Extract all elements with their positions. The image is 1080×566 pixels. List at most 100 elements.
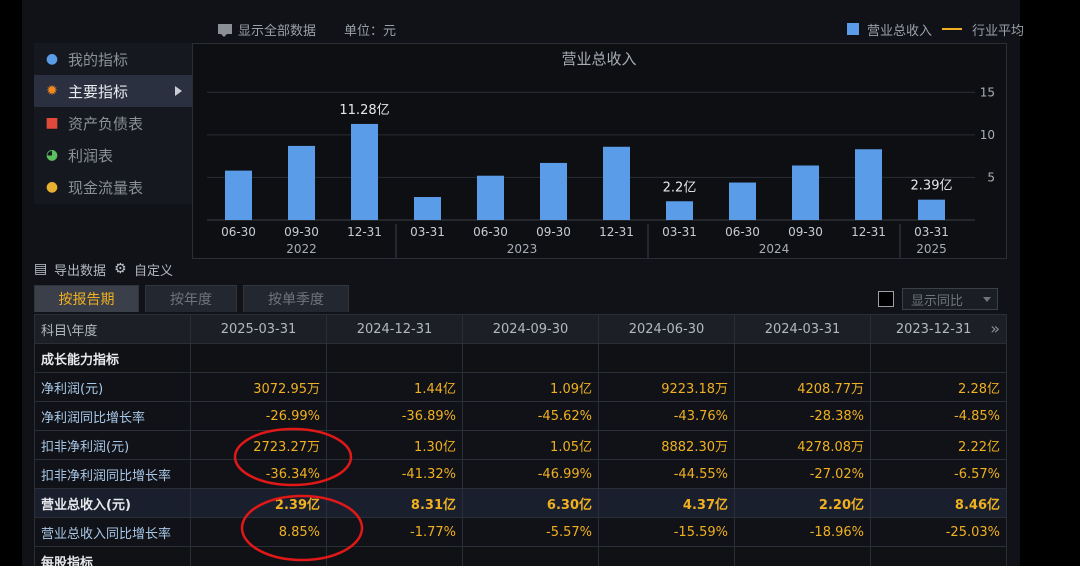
row-label: 净利润(元) [34, 372, 191, 402]
legend-avg-line [941, 28, 962, 30]
menu-item-label: 资产负债表 [68, 114, 144, 133]
table-row[interactable]: 成长能力指标 [34, 343, 1007, 373]
value-cell [734, 546, 871, 566]
row-label: 扣非净利润(元) [34, 430, 191, 460]
bar [666, 201, 693, 220]
value-cell: -18.96% [734, 517, 871, 547]
x-tick-label: 12-31 [599, 225, 634, 239]
value-cell: 1.30亿 [326, 430, 463, 460]
tab-by-year[interactable]: 按年度 [145, 285, 237, 312]
gear-icon: ⚙ [114, 261, 127, 277]
value-cell [326, 343, 463, 373]
value-cell: 2.20亿 [734, 488, 871, 518]
export-row: ▤ 导出数据 ⚙ 自定义 [34, 258, 181, 280]
value-cell [326, 546, 463, 566]
table-row[interactable]: 净利润同比增长率 -26.99% -36.89% -45.62% -43.76% -28.… [34, 401, 1007, 431]
indicator-table: 科目\年度 2025-03-31 2024-12-31 2024-09-30 2024-… [34, 314, 1007, 566]
bar [603, 146, 630, 220]
header-label-cell: 科目\年度 [34, 314, 191, 344]
export-data-button[interactable]: ▤ 导出数据 [34, 260, 106, 279]
pie-icon: ◕ [45, 147, 59, 163]
menu-item-my-indicators[interactable]: ● 我的指标 [34, 43, 192, 75]
value-cell [870, 343, 1007, 373]
menu-item-income-statement[interactable]: ◕ 利润表 [34, 139, 192, 171]
value-cell: 2.22亿 [870, 430, 1007, 460]
table-row[interactable]: 营业总收入(元) 2.39亿 8.31亿 6.30亿 4.37亿 2.20亿 8.46亿 [34, 488, 1007, 518]
yoy-checkbox[interactable] [878, 291, 894, 307]
value-cell: 9223.18万 [598, 372, 735, 402]
table-row[interactable]: 扣非净利润(元) 2723.27万 1.30亿 1.05亿 8882.30万 4278.0… [34, 430, 1007, 460]
bar [540, 162, 567, 220]
value-cell: -5.57% [462, 517, 599, 547]
double-chevron-right-icon[interactable]: » [990, 318, 1000, 338]
chart-title: 营业总收入 [561, 50, 636, 68]
value-cell: 6.30亿 [462, 488, 599, 518]
value-cell [190, 343, 327, 373]
value-cell [734, 343, 871, 373]
bar [729, 182, 756, 220]
table-header-row: 科目\年度 2025-03-31 2024-12-31 2024-09-30 2024-… [34, 314, 1007, 344]
x-tick-label: 09-30 [284, 225, 319, 239]
table-row[interactable]: 营业总收入同比增长率 8.85% -1.77% -5.57% -15.59% -18.96… [34, 517, 1007, 547]
yoy-select[interactable]: 显示同比 [902, 288, 998, 310]
tab-by-report-period[interactable]: 按报告期 [34, 285, 139, 312]
tab-by-quarter[interactable]: 按单季度 [243, 285, 349, 312]
value-cell: 2723.27万 [190, 430, 327, 460]
menu-item-cash-flow[interactable]: ● 现金流量表 [34, 171, 192, 203]
x-tick-label: 06-30 [473, 225, 508, 239]
x-tick-label: 03-31 [662, 225, 697, 239]
bar [792, 165, 819, 220]
customize-button[interactable]: ⚙ 自定义 [114, 260, 173, 279]
menu-item-main-indicators[interactable]: ✹ 主要指标 [34, 75, 192, 107]
period-tabs: 按报告期 按年度 按单季度 [34, 285, 355, 312]
bar [288, 145, 315, 220]
chart-legend: 营业总收入 行业平均 [846, 18, 1024, 40]
year-label: 2024 [759, 242, 790, 256]
value-cell: -26.99% [190, 401, 327, 431]
value-cell: -44.55% [598, 459, 735, 489]
value-cell: -43.76% [598, 401, 735, 431]
customize-label: 自定义 [134, 263, 174, 279]
x-tick-label: 09-30 [788, 225, 823, 239]
value-cell: 4278.08万 [734, 430, 871, 460]
value-cell: 3072.95万 [190, 372, 327, 402]
value-cell: 2.39亿 [190, 488, 327, 518]
bar [918, 199, 945, 220]
main-panel: 显示全部数据 单位：元 营业总收入 行业平均 ● 我的指标 ✹ 主要指标 ■ 资… [22, 0, 1024, 566]
menu-item-label: 利润表 [68, 146, 114, 165]
row-label: 成长能力指标 [34, 343, 191, 373]
show-all-data-button[interactable]: 显示全部数据 [218, 20, 316, 39]
row-label: 净利润同比增长率 [34, 401, 191, 431]
value-cell: -25.03% [870, 517, 1007, 547]
header-period-cell: 2024-09-30 [462, 314, 599, 344]
value-cell [462, 546, 599, 566]
header-text: 2024-06-30 [628, 321, 705, 337]
menu-item-label: 我的指标 [68, 50, 129, 69]
bar [855, 149, 882, 220]
y-tick-label: 15 [980, 85, 995, 99]
x-tick-label: 12-31 [347, 225, 382, 239]
table-row[interactable]: 净利润(元) 3072.95万 1.44亿 1.09亿 9223.18万 4208.77万… [34, 372, 1007, 402]
header-period-cell: 2024-06-30 [598, 314, 735, 344]
x-tick-label: 03-31 [410, 225, 445, 239]
table-row[interactable]: 每股指标 [34, 546, 1007, 566]
value-cell [870, 546, 1007, 566]
revenue-chart-svg: 营业总收入 5 10 15 06-30 09-30 12-31 11.28亿 03-31 06-… [207, 50, 995, 258]
value-cell: -36.89% [326, 401, 463, 431]
header-period-cell: 2024-12-31 [326, 314, 463, 344]
menu-item-balance-sheet[interactable]: ■ 资产负债表 [34, 107, 192, 139]
table-row[interactable]: 扣非净利润同比增长率 -36.34% -41.32% -46.99% -44.55% -2… [34, 459, 1007, 489]
revenue-chart: 营业总收入 5 10 15 06-30 09-30 12-31 11.28亿 03-31 06-… [192, 43, 1007, 259]
value-cell: 4.37亿 [598, 488, 735, 518]
document-icon: ■ [45, 115, 59, 131]
x-tick-label: 09-30 [536, 225, 571, 239]
year-label: 2025 [916, 242, 947, 256]
header-text: 2025-03-31 [220, 321, 297, 337]
header-period-cell: 2025-03-31 [190, 314, 327, 344]
bar [477, 175, 504, 220]
value-cell [598, 546, 735, 566]
chart-toolbar: 显示全部数据 单位：元 营业总收入 行业平均 [218, 18, 1028, 40]
legend-avg-label: 行业平均 [971, 23, 1024, 39]
bar [351, 123, 378, 220]
value-cell: 8.46亿 [870, 488, 1007, 518]
